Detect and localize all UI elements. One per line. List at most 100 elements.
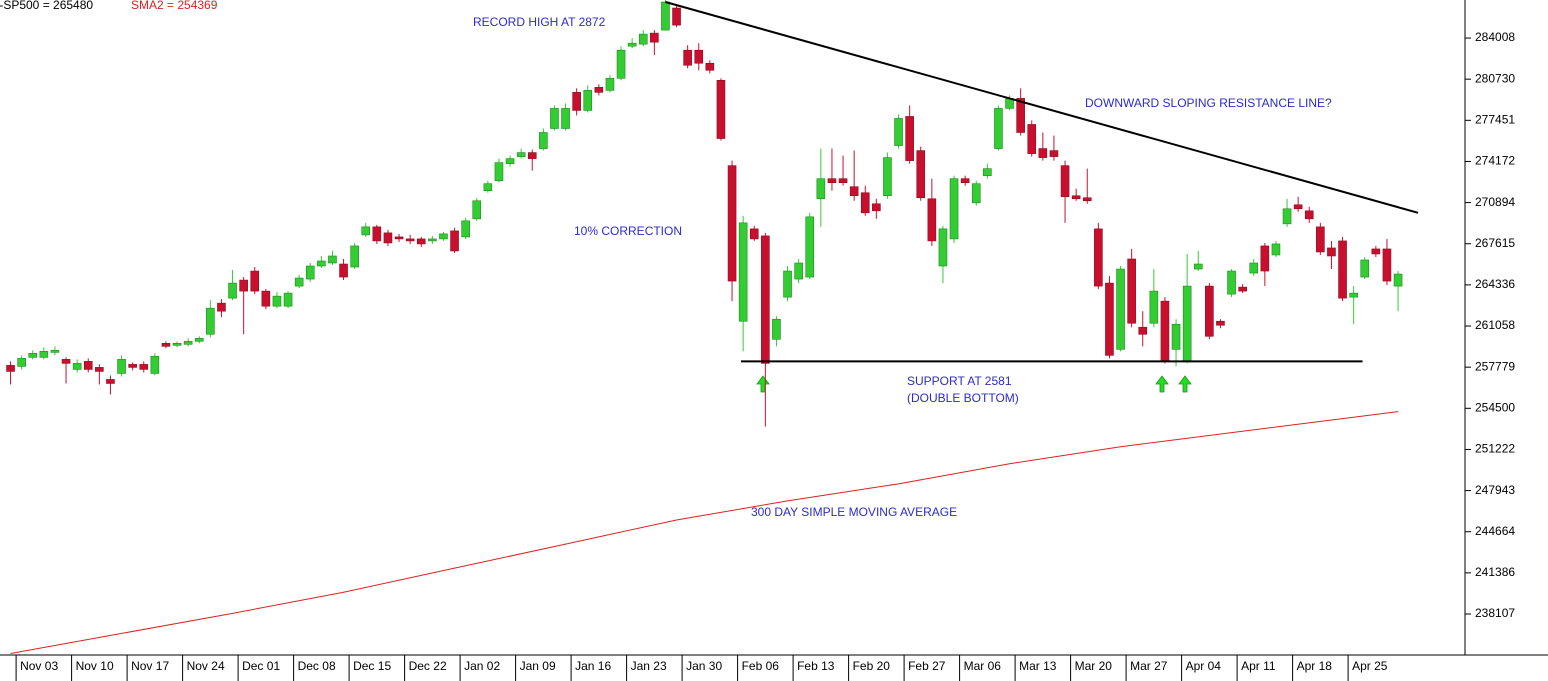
x-tick-label: Feb 27 xyxy=(908,659,946,673)
x-tick-label: Apr 11 xyxy=(1241,659,1276,673)
candle-body xyxy=(583,90,593,111)
candle-body xyxy=(272,295,282,307)
candle-body xyxy=(694,49,704,64)
candle-body xyxy=(1071,195,1081,200)
candle-body xyxy=(1082,197,1092,202)
candle-body xyxy=(494,162,504,181)
candle-body xyxy=(516,152,526,157)
candle-body xyxy=(161,343,171,347)
y-tick-label: 264336 xyxy=(1475,277,1515,291)
candle-body xyxy=(1371,248,1381,255)
candle-body xyxy=(305,265,315,280)
x-tick-label: Dec 08 xyxy=(298,659,336,673)
candle-body xyxy=(816,178,826,200)
candle-body xyxy=(1160,300,1170,362)
candle-body xyxy=(983,168,992,176)
y-tick-label: 247943 xyxy=(1475,483,1515,497)
candle-body xyxy=(616,49,626,79)
candle-body xyxy=(150,356,160,374)
candle-body xyxy=(239,279,248,292)
x-tick-label: Dec 01 xyxy=(242,659,280,673)
x-tick-label: Mar 13 xyxy=(1019,659,1057,673)
candle-body xyxy=(1182,285,1192,362)
x-tick-label: Nov 24 xyxy=(187,659,225,673)
candle-body xyxy=(827,178,837,183)
candle-body xyxy=(328,255,337,264)
candle-body xyxy=(783,270,792,298)
candle-body xyxy=(416,238,426,245)
x-tick-label: Feb 13 xyxy=(797,659,835,673)
y-tick-label: 244664 xyxy=(1475,524,1515,538)
candle-body xyxy=(461,220,470,238)
candle-body xyxy=(117,359,126,374)
candle-body xyxy=(1060,165,1070,198)
candle-body xyxy=(1327,247,1336,257)
candle-body xyxy=(938,228,948,267)
x-tick-label: Apr 04 xyxy=(1186,659,1222,673)
candle-body xyxy=(1016,98,1025,133)
candle-body xyxy=(1216,320,1225,326)
y-tick-label: 284008 xyxy=(1475,30,1515,44)
candle-body xyxy=(1293,204,1303,210)
candle-body xyxy=(1282,208,1292,225)
candle-body xyxy=(72,363,82,370)
candle-body xyxy=(716,80,726,139)
candle-body xyxy=(738,222,748,322)
candle-body xyxy=(483,183,493,192)
x-tick-label: Mar 20 xyxy=(1075,659,1113,673)
candle-body xyxy=(550,108,559,129)
candle-body xyxy=(1205,285,1214,337)
candle-body xyxy=(1360,259,1370,278)
x-tick-label: Mar 06 xyxy=(964,659,1002,673)
candle-body xyxy=(705,62,715,71)
annotation: RECORD HIGH AT 2872 xyxy=(473,15,606,29)
x-tick-label: Jan 16 xyxy=(575,659,611,673)
candle-body xyxy=(594,87,604,93)
candle-body xyxy=(838,178,848,183)
candle-body xyxy=(6,365,15,372)
candle-body xyxy=(916,150,926,199)
candle-body xyxy=(217,302,226,312)
candle-body xyxy=(1382,248,1392,282)
y-tick-label: 267615 xyxy=(1475,236,1515,250)
moving-average-line xyxy=(10,411,1399,654)
annotation: SUPPORT AT 2581 xyxy=(907,374,1012,388)
candle-body xyxy=(627,42,637,47)
candle-body xyxy=(971,183,981,204)
candle-body xyxy=(1249,262,1259,274)
candle-body xyxy=(450,230,459,252)
candle-body xyxy=(960,178,970,183)
x-tick-label: Jan 30 xyxy=(686,659,722,673)
candle-body xyxy=(394,236,404,240)
candle-body xyxy=(350,245,359,268)
candle-body xyxy=(317,260,326,267)
candle-body xyxy=(1116,268,1125,350)
candle-body xyxy=(761,235,770,364)
candle-body xyxy=(139,364,149,370)
x-tick-label: Jan 09 xyxy=(520,659,556,673)
candle-body xyxy=(572,92,581,111)
candle-body xyxy=(1260,245,1270,272)
candle-body xyxy=(95,367,104,372)
candle-body xyxy=(650,32,659,43)
candle-body xyxy=(1049,150,1059,157)
y-tick-label: 251222 xyxy=(1475,442,1515,456)
candle-body xyxy=(206,307,215,335)
y-tick-label: 257779 xyxy=(1475,359,1515,373)
candle-body xyxy=(1271,243,1281,256)
candle-body xyxy=(749,228,759,240)
candle-body xyxy=(194,337,204,342)
y-tick-label: 274172 xyxy=(1475,154,1515,168)
candle-body xyxy=(1027,124,1037,154)
candle-body xyxy=(183,341,193,345)
candle-body xyxy=(106,379,115,384)
legend-entry: SMA2 = 254369 xyxy=(131,0,218,12)
annotation: DOWNWARD SLOPING RESISTANCE LINE? xyxy=(1085,96,1332,110)
candle-body xyxy=(1338,240,1347,299)
candle-body xyxy=(1138,326,1148,335)
x-tick-label: Apr 18 xyxy=(1297,659,1333,673)
y-tick-label: 270894 xyxy=(1475,195,1515,209)
candle-body xyxy=(949,178,959,240)
arrow xyxy=(1155,375,1169,393)
candle-body xyxy=(405,238,415,242)
